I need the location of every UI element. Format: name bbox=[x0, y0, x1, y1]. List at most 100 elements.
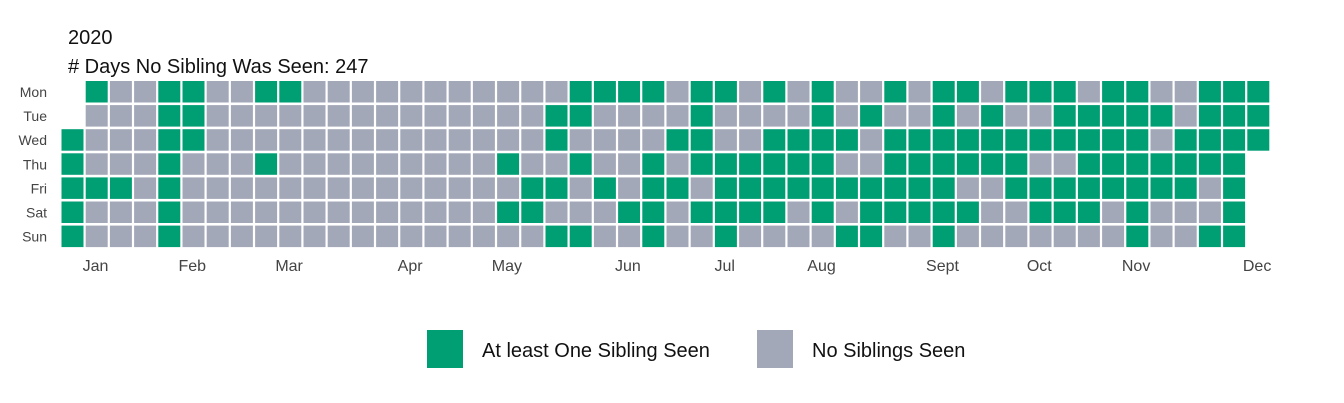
day-cell-2020-04-04 bbox=[376, 201, 399, 223]
day-cell-2020-05-22 bbox=[545, 177, 568, 199]
day-cell-2020-09-05 bbox=[908, 201, 931, 223]
month-label-jul: Jul bbox=[714, 258, 734, 275]
day-cell-2020-05-03 bbox=[472, 225, 495, 248]
day-cell-2020-01-30 bbox=[158, 153, 181, 175]
day-cell-2020-11-01 bbox=[1102, 225, 1125, 248]
day-cell-2020-08-02 bbox=[787, 225, 810, 248]
day-cell-2020-06-26 bbox=[666, 177, 689, 199]
day-cell-2020-12-07 bbox=[1247, 81, 1270, 103]
day-cell-2020-04-14 bbox=[424, 105, 447, 127]
day-cell-2020-01-05 bbox=[61, 225, 84, 248]
day-cell-2020-11-17 bbox=[1174, 105, 1197, 127]
day-cell-2020-10-23 bbox=[1077, 177, 1100, 199]
day-cell-2020-03-29 bbox=[351, 225, 374, 248]
day-cell-2020-05-16 bbox=[521, 201, 544, 223]
day-cell-2020-07-12 bbox=[714, 225, 737, 248]
day-cell-2020-01-25 bbox=[134, 201, 157, 223]
day-cell-2020-02-23 bbox=[230, 225, 253, 248]
day-cell-2020-09-30 bbox=[1005, 129, 1028, 151]
day-cell-2020-03-23 bbox=[351, 81, 374, 103]
day-cell-2020-02-02 bbox=[158, 225, 181, 248]
day-cell-2020-04-29 bbox=[472, 129, 495, 151]
day-cell-2020-02-10 bbox=[206, 81, 229, 103]
day-cell-2020-04-21 bbox=[448, 105, 471, 127]
day-cell-2020-02-29 bbox=[255, 201, 278, 223]
day-cell-2020-02-27 bbox=[255, 153, 278, 175]
day-cell-2020-08-01 bbox=[787, 201, 810, 223]
day-cell-2020-01-17 bbox=[109, 177, 132, 199]
day-cell-2020-01-03 bbox=[61, 177, 84, 199]
day-cell-2020-07-26 bbox=[763, 225, 786, 248]
day-cell-2020-09-06 bbox=[908, 225, 931, 248]
day-cell-2020-01-24 bbox=[134, 177, 157, 199]
day-label-mon: Mon bbox=[20, 84, 47, 100]
day-cell-2020-11-25 bbox=[1198, 129, 1221, 151]
day-cell-2020-10-26 bbox=[1102, 81, 1125, 103]
day-cell-2020-03-13 bbox=[303, 177, 326, 199]
day-cell-2020-04-17 bbox=[424, 177, 447, 199]
day-cell-2020-03-21 bbox=[327, 201, 350, 223]
day-cell-2020-09-29 bbox=[1005, 105, 1028, 127]
day-cell-2020-07-17 bbox=[739, 177, 762, 199]
day-cell-2020-01-21 bbox=[134, 105, 157, 127]
day-cell-2020-03-03 bbox=[279, 105, 302, 127]
day-cell-2020-09-02 bbox=[908, 129, 931, 151]
day-cell-2020-08-11 bbox=[835, 105, 858, 127]
day-cell-2020-11-12 bbox=[1150, 153, 1173, 175]
day-cell-2020-10-18 bbox=[1053, 225, 1076, 248]
day-cell-2020-10-02 bbox=[1005, 177, 1028, 199]
day-cell-2020-02-22 bbox=[230, 201, 253, 223]
day-cell-2020-11-11 bbox=[1150, 129, 1173, 151]
day-cell-2020-09-13 bbox=[932, 225, 955, 248]
day-cell-2020-09-10 bbox=[932, 153, 955, 175]
day-cell-2020-04-26 bbox=[448, 225, 471, 248]
day-cell-2020-10-04 bbox=[1005, 225, 1028, 248]
day-cell-2020-08-16 bbox=[835, 225, 858, 248]
day-cell-2020-09-11 bbox=[932, 177, 955, 199]
day-cell-2020-07-11 bbox=[714, 201, 737, 223]
day-cell-2020-02-14 bbox=[206, 177, 229, 199]
day-cell-2020-04-07 bbox=[400, 105, 423, 127]
day-cell-2020-02-03 bbox=[182, 81, 205, 103]
day-cell-2020-12-02 bbox=[1223, 129, 1246, 151]
month-label-dec: Dec bbox=[1243, 258, 1271, 275]
day-cell-2020-05-08 bbox=[497, 177, 520, 199]
day-cell-2020-02-21 bbox=[230, 177, 253, 199]
day-cell-2020-06-20 bbox=[642, 201, 665, 223]
day-cell-2020-11-23 bbox=[1198, 81, 1221, 103]
day-cell-2020-07-29 bbox=[787, 129, 810, 151]
day-cell-2020-02-26 bbox=[255, 129, 278, 151]
day-cell-2020-05-26 bbox=[569, 105, 592, 127]
day-cell-2020-11-26 bbox=[1198, 153, 1221, 175]
day-cell-2020-07-21 bbox=[763, 105, 786, 127]
day-cell-2020-03-18 bbox=[327, 129, 350, 151]
day-cell-2020-07-13 bbox=[739, 81, 762, 103]
day-cell-2020-04-16 bbox=[424, 153, 447, 175]
day-cell-2020-08-30 bbox=[884, 225, 907, 248]
day-cell-2020-05-21 bbox=[545, 153, 568, 175]
day-cell-2020-05-02 bbox=[472, 201, 495, 223]
day-cell-2020-07-22 bbox=[763, 129, 786, 151]
day-cell-2020-03-16 bbox=[327, 81, 350, 103]
day-cell-2020-06-09 bbox=[618, 105, 641, 127]
day-cell-2020-05-13 bbox=[521, 129, 544, 151]
day-cell-2020-11-05 bbox=[1126, 153, 1149, 175]
day-cell-2020-08-28 bbox=[884, 177, 907, 199]
day-cell-2020-01-23 bbox=[134, 153, 157, 175]
day-cell-2020-12-09 bbox=[1247, 129, 1270, 151]
day-cell-2020-03-05 bbox=[279, 153, 302, 175]
day-cell-2020-10-10 bbox=[1029, 201, 1052, 223]
day-cell-2020-10-17 bbox=[1053, 201, 1076, 223]
day-cell-2020-12-04 bbox=[1223, 177, 1246, 199]
day-cell-2020-03-14 bbox=[303, 201, 326, 223]
heatmap-cells bbox=[61, 81, 1270, 248]
day-cell-2020-04-30 bbox=[472, 153, 495, 175]
day-cell-2020-10-31 bbox=[1102, 201, 1125, 223]
day-cell-2020-05-30 bbox=[569, 201, 592, 223]
day-cell-2020-01-15 bbox=[109, 129, 132, 151]
day-cell-2020-09-21 bbox=[981, 81, 1004, 103]
day-cell-2020-10-30 bbox=[1102, 177, 1125, 199]
day-cell-2020-08-13 bbox=[835, 153, 858, 175]
day-cell-2020-06-19 bbox=[642, 177, 665, 199]
day-cell-2020-06-27 bbox=[666, 201, 689, 223]
